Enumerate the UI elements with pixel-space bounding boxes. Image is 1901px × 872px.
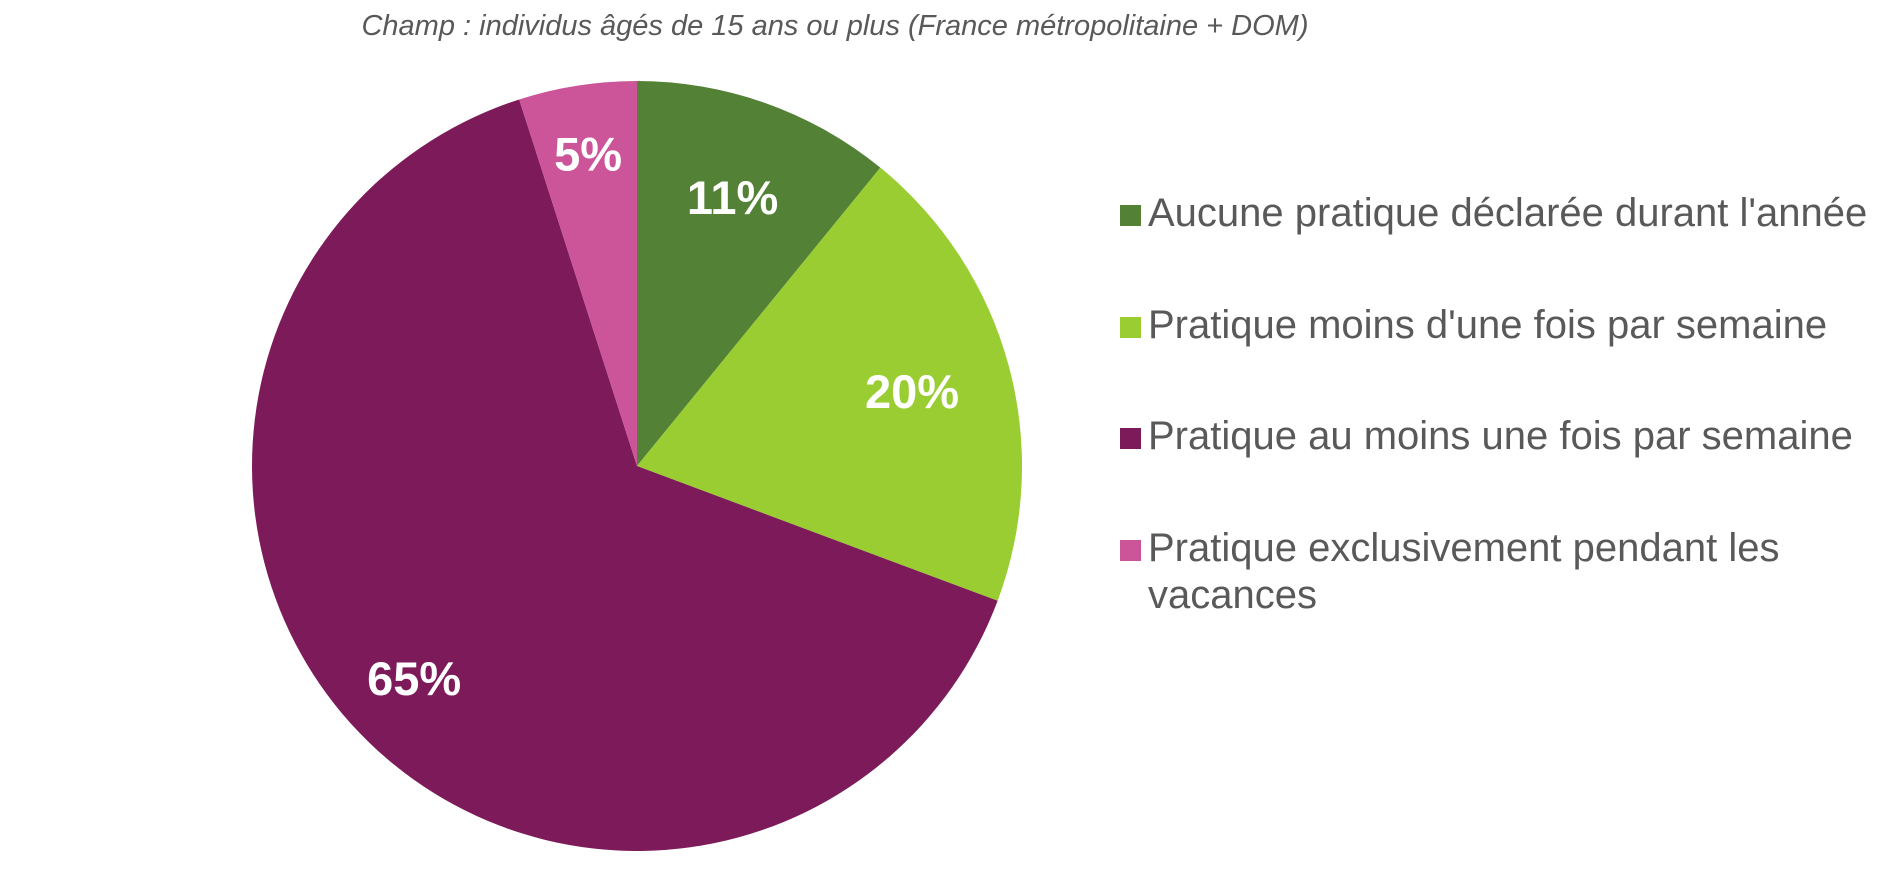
legend-item-aucune-pratique: Aucune pratique déclarée durant l'année [1120,190,1901,237]
legend-label-moins-une-fois: Pratique moins d'une fois par semaine [1148,303,1828,347]
data-label-moins-une-fois: 20% [865,365,959,418]
legend-swatch-aucune-pratique [1120,205,1141,226]
chart-subtitle: Champ : individus âgés de 15 ans ou plus… [361,10,1309,42]
legend-item-au-moins-une-fois: Pratique au moins une fois par semaine [1120,413,1901,460]
legend-swatch-moins-une-fois [1120,317,1141,338]
legend-item-vacances: Pratique exclusivement pendant les vacan… [1120,525,1901,619]
legend-label-au-moins-une-fois: Pratique au moins une fois par semaine [1148,414,1853,458]
data-label-au-moins-une-fois: 65% [367,652,461,705]
data-label-vacances: 5% [554,128,622,181]
legend-item-moins-une-fois: Pratique moins d'une fois par semaine [1120,302,1901,349]
data-label-aucune-pratique: 11% [687,171,778,224]
legend-label-aucune-pratique: Aucune pratique déclarée durant l'année [1148,191,1868,235]
legend-swatch-au-moins-une-fois [1120,428,1141,449]
pie-slice-aucune-pratique [637,81,881,466]
pie-slice-moins-une-fois [637,167,1023,601]
legend: Aucune pratique déclarée durant l'année … [1120,190,1901,619]
pie-slice-au-moins-une-fois [251,99,998,852]
pie-slice-vacances [519,81,637,466]
legend-label-vacances: Pratique exclusivement pendant les vacan… [1148,526,1780,617]
legend-swatch-vacances [1120,540,1141,561]
